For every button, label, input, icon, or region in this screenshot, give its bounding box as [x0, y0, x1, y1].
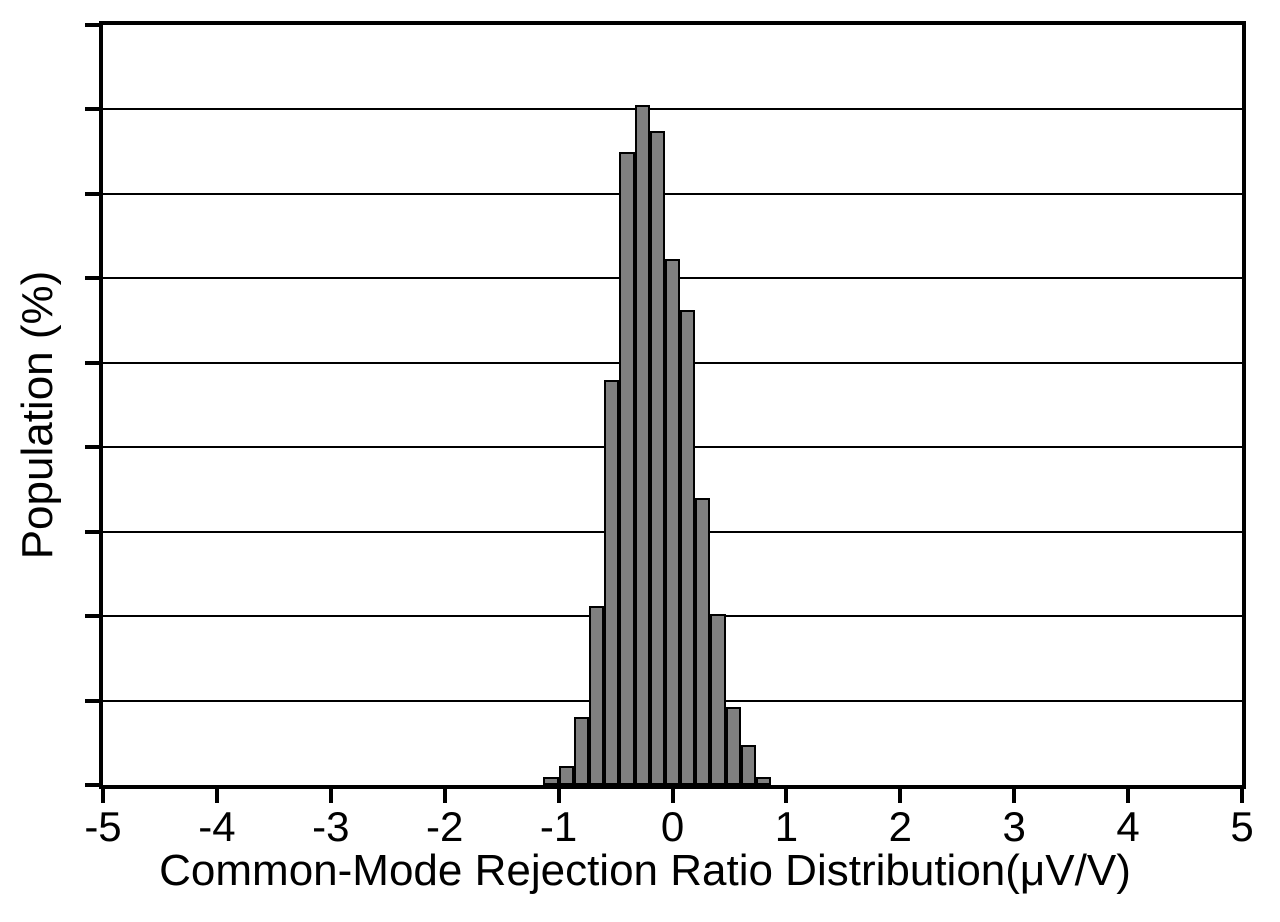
y-axis-tick	[85, 107, 99, 112]
histogram-bar	[649, 130, 665, 785]
y-axis-tick	[85, 614, 99, 619]
y-axis-tick	[85, 360, 99, 365]
x-axis-tick	[214, 789, 219, 803]
x-tick-label: -3	[312, 803, 350, 850]
x-axis-label: Common-Mode Rejection Ratio Distribution…	[159, 846, 1131, 895]
x-axis-tick	[670, 789, 675, 803]
gridline	[103, 108, 1242, 111]
histogram-bar	[619, 151, 635, 785]
x-tick-label: -1	[539, 803, 578, 850]
histogram-bar	[680, 310, 696, 785]
x-axis-tick	[1240, 789, 1244, 803]
x-axis-tick	[1012, 789, 1017, 803]
gridline	[103, 192, 1242, 195]
histogram-bar	[740, 744, 756, 785]
histogram-bar	[588, 605, 605, 785]
x-axis-tick	[556, 789, 561, 803]
x-axis-tick	[898, 789, 903, 803]
histogram-bar	[573, 717, 589, 785]
histogram-bar	[725, 706, 741, 785]
histogram-bar	[634, 105, 650, 785]
x-tick-label: 1	[774, 803, 799, 850]
histogram-bar	[710, 614, 726, 785]
y-axis-tick	[85, 529, 99, 534]
y-axis-tick	[85, 445, 99, 450]
y-axis-label: Population (%)	[13, 270, 62, 560]
x-tick-label: -4	[198, 803, 236, 850]
x-axis-tick	[1126, 789, 1131, 803]
y-axis-tick	[85, 276, 99, 281]
plot-area-frame	[99, 21, 1246, 789]
histogram-bar	[664, 259, 681, 785]
x-tick-label: 3	[1002, 803, 1026, 850]
y-axis-tick	[85, 698, 99, 703]
histogram-bar	[543, 776, 559, 785]
y-axis-tick	[85, 23, 99, 27]
x-tick-label: 2	[888, 803, 912, 850]
histogram-bar	[695, 497, 711, 785]
x-tick-label: -5	[84, 803, 122, 850]
histogram-bar	[604, 379, 620, 785]
x-tick-label: 0	[660, 803, 685, 850]
x-tick-label: -2	[426, 803, 464, 850]
y-axis-tick	[85, 783, 99, 787]
x-axis-tick	[784, 789, 789, 803]
x-axis-tick	[328, 789, 333, 803]
y-axis-tick	[85, 191, 99, 196]
x-axis-tick	[101, 789, 105, 803]
histogram-bar	[756, 776, 772, 785]
x-tick-label: 4	[1116, 803, 1140, 850]
x-axis-tick	[442, 789, 447, 803]
x-tick-label: 5	[1230, 803, 1254, 850]
histogram-bar	[558, 766, 574, 785]
